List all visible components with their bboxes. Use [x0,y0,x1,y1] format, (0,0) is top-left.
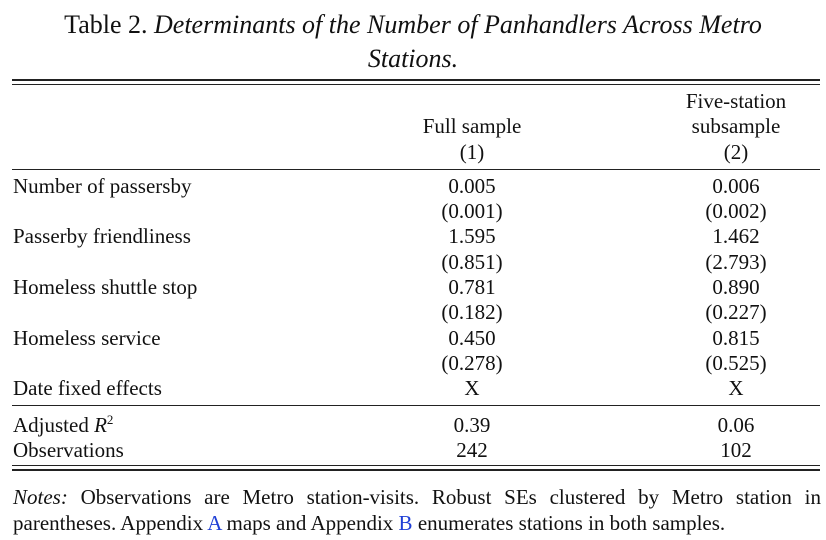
table-title: Table 2. Determinants of the Number of P… [0,8,826,76]
row-label: Number of passersby [13,174,192,198]
coef-cell: 0.006 [712,174,760,198]
stat-label-prefix: Adjusted [13,413,95,437]
table-caption: Determinants of the Number of Panhandler… [154,10,762,39]
stats-rule [12,405,820,406]
se-cell: (0.182) [441,300,503,324]
se-cell: (0.227) [705,300,767,324]
header-rule [12,169,820,170]
bottom-rule-lower [12,469,820,471]
row-label: Passerby friendliness [13,224,191,248]
row-label: Date fixed effects [13,376,162,400]
row-label: Homeless service [13,326,161,350]
coef-cell: 0.890 [712,275,760,299]
stat-label-sup: 2 [106,412,114,427]
stat-label-adjusted-r2: Adjusted R2 [13,413,113,438]
notes-text: enumerates stations in both samples. [412,511,726,535]
fixed-effect-mark: X [464,376,480,400]
col1-number: (1) [459,140,485,164]
notes-label: Notes: [13,485,68,509]
row-label: Homeless shuttle stop [13,275,198,299]
stat-cell: 102 [720,438,752,462]
se-cell: (0.278) [441,351,503,375]
se-cell: (0.525) [705,351,767,375]
bottom-rule-upper [12,465,820,466]
col1-header: Full sample [422,114,522,138]
fixed-effect-mark: X [728,376,744,400]
se-cell: (0.851) [441,250,503,274]
coef-cell: 1.595 [448,224,496,248]
top-rule-upper [12,79,820,81]
appendix-b-link[interactable]: B [398,511,413,535]
top-rule-lower [12,84,820,85]
coef-cell: 0.450 [448,326,496,350]
table-label: Table 2. [64,10,148,39]
appendix-a-link[interactable]: A [207,511,222,535]
se-cell: (0.002) [705,199,767,223]
notes-text: Observations are Metro station-visits. R… [13,485,821,535]
coef-cell: 0.815 [712,326,760,350]
col2-header-line2: subsample [691,114,781,138]
coef-cell: 0.005 [448,174,496,198]
notes-text: maps and Appendix [221,511,399,535]
coef-cell: 0.781 [448,275,496,299]
table-caption-continued: Stations. [367,44,459,73]
stat-cell: 0.06 [717,413,755,437]
table-notes: Notes: Observations are Metro station-vi… [13,484,821,536]
col2-header-line1: Five-station [685,89,787,113]
stat-cell: 0.39 [453,413,491,437]
stat-label-observations: Observations [13,438,124,462]
se-cell: (0.001) [441,199,503,223]
coef-cell: 1.462 [712,224,760,248]
stat-label-var: R [94,413,107,437]
se-cell: (2.793) [705,250,767,274]
stat-cell: 242 [456,438,488,462]
col2-number: (2) [723,140,749,164]
table-title-line-1: Table 2. Determinants of the Number of P… [0,8,826,42]
